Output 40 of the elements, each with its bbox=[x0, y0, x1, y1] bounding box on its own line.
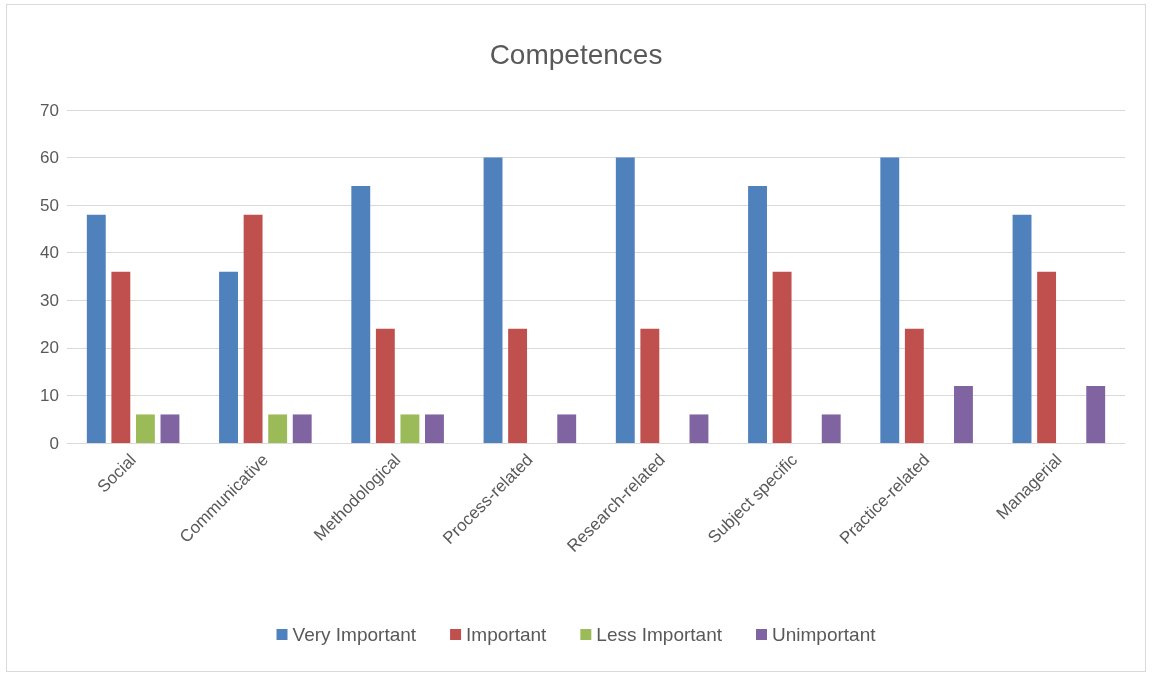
bar bbox=[880, 157, 900, 443]
bar bbox=[1037, 271, 1057, 443]
bar bbox=[640, 328, 660, 443]
bar bbox=[821, 414, 841, 443]
y-tick-label: 10 bbox=[40, 385, 59, 405]
bar bbox=[748, 186, 767, 443]
bar bbox=[1086, 385, 1106, 443]
y-tick-label: 30 bbox=[40, 290, 59, 310]
y-tick-label: 70 bbox=[40, 100, 59, 120]
bar bbox=[111, 271, 131, 443]
bar bbox=[86, 214, 106, 443]
y-tick-label: 20 bbox=[40, 338, 59, 358]
bar bbox=[483, 157, 503, 443]
bar bbox=[508, 328, 528, 443]
bar bbox=[1012, 214, 1032, 443]
y-tick-label: 40 bbox=[40, 243, 59, 263]
bar bbox=[292, 414, 312, 443]
bar bbox=[219, 271, 238, 443]
bar bbox=[904, 328, 924, 443]
bar bbox=[268, 414, 288, 443]
legend-label: Unimportant bbox=[772, 624, 877, 645]
y-tick-label: 50 bbox=[40, 195, 59, 215]
bar bbox=[772, 271, 792, 443]
bar bbox=[160, 414, 180, 443]
bar bbox=[689, 414, 709, 443]
bar bbox=[243, 214, 263, 443]
bar bbox=[557, 414, 577, 443]
bar bbox=[400, 414, 420, 443]
legend-label: Important bbox=[466, 624, 548, 645]
y-tick-label: 0 bbox=[49, 433, 59, 453]
bar bbox=[425, 414, 444, 443]
bar bbox=[615, 157, 635, 443]
y-tick-label: 60 bbox=[40, 148, 59, 168]
bar bbox=[135, 414, 155, 443]
legend-label: Very Important bbox=[292, 624, 417, 645]
chart-title: Competences bbox=[489, 38, 663, 70]
bar bbox=[954, 385, 973, 443]
bar bbox=[375, 328, 395, 443]
bar bbox=[351, 186, 371, 443]
legend-label: Less Important bbox=[596, 624, 723, 645]
